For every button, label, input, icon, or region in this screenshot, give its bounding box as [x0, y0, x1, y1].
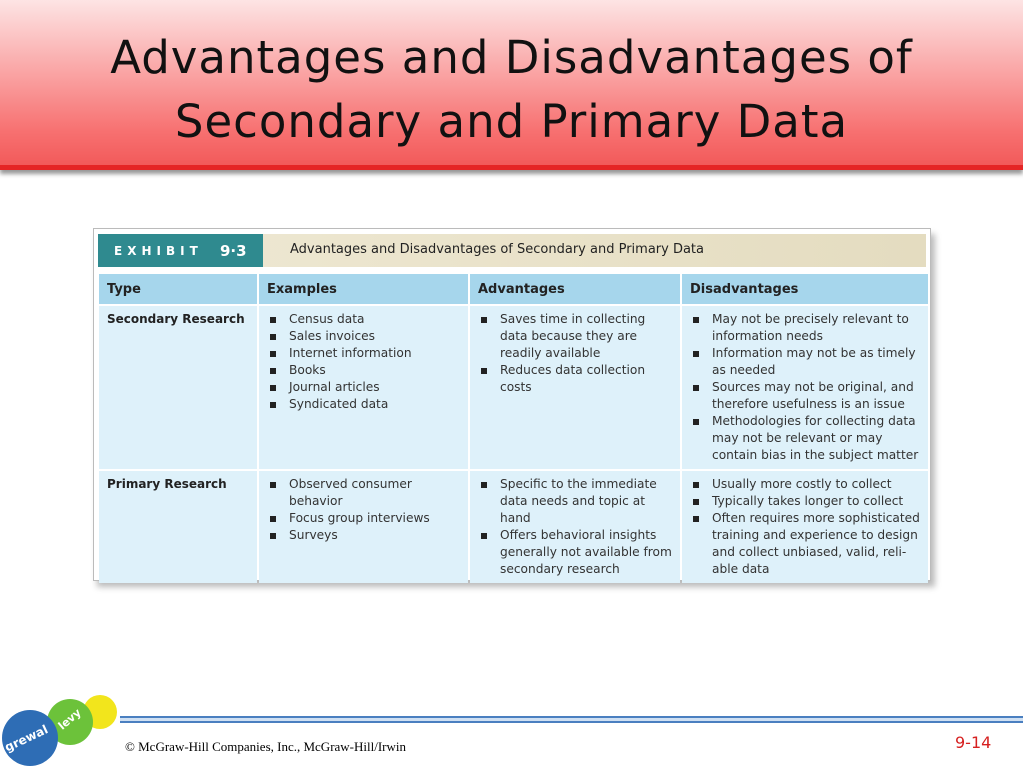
bullet-list: Specific to the immediate data needs and… — [478, 476, 672, 578]
table: Type Examples Advantages Disadvantages Seco… — [97, 272, 930, 585]
advantages-cell: Saves time in collecting data because th… — [470, 306, 680, 469]
column-header: Examples — [259, 274, 468, 304]
bullet-item: Books — [267, 362, 460, 379]
page-number: 9-14 — [955, 733, 992, 752]
bullet-list: Saves time in collecting data because th… — [478, 311, 672, 396]
logo: grewal levy — [2, 695, 117, 766]
exhibit-header: EXHIBIT 9·3 Advantages and Disadvantages… — [98, 234, 926, 267]
header: Advantages and Disadvantages of Secondar… — [0, 0, 1023, 170]
bullet-item: Internet information — [267, 345, 460, 362]
footer-rule — [120, 716, 1023, 723]
column-header: Advantages — [470, 274, 680, 304]
bullet-item: Reduces data collection costs — [478, 362, 672, 396]
bullet-list: Observed consumer behavior Focus group in… — [267, 476, 460, 544]
examples-cell: Observed consumer behavior Focus group in… — [259, 471, 468, 583]
bullet-item: Observed consumer behavior — [267, 476, 460, 510]
exhibit-number: 9·3 — [220, 242, 247, 260]
header-row: Type Examples Advantages Disadvantages — [99, 274, 928, 304]
logo-circle — [47, 699, 93, 745]
advantages-cell: Specific to the immediate data needs and… — [470, 471, 680, 583]
bullet-item: Focus group interviews — [267, 510, 460, 527]
bullet-item: Sales invoices — [267, 328, 460, 345]
bullet-item: Syndicated data — [267, 396, 460, 413]
table-row: Primary Research Observed consumer behavi… — [99, 471, 928, 583]
bullet-item: Information may not be as timely as need… — [690, 345, 920, 379]
disadvantages-cell: May not be precisely relevant to informa… — [682, 306, 928, 469]
logo-circle — [2, 710, 58, 766]
bullet-item: Saves time in collecting data because th… — [478, 311, 672, 362]
bullet-item: Sources may not be original, and therefo… — [690, 379, 920, 413]
bullet-item: Typically takes longer to collect — [690, 493, 920, 510]
bullet-item: Specific to the immediate data needs and… — [478, 476, 672, 527]
disadvantages-cell: Usually more costly to collect Typically … — [682, 471, 928, 583]
column-header: Disadvantages — [682, 274, 928, 304]
bullet-item: Often requires more sophisticated traini… — [690, 510, 920, 578]
type-cell: Secondary Research — [99, 306, 257, 469]
type-cell: Primary Research — [99, 471, 257, 583]
exhibit: EXHIBIT 9·3 Advantages and Disadvantages… — [93, 228, 931, 583]
bullet-item: Journal articles — [267, 379, 460, 396]
table-row: Secondary Research Census data Sales invoi… — [99, 306, 928, 469]
copyright: © McGraw-Hill Companies, Inc., McGraw-Hi… — [125, 739, 407, 754]
title-line: Secondary and Primary Data — [174, 95, 849, 148]
title-line: Advantages and Disadvantages of — [110, 31, 913, 84]
bullet-list: Census data Sales invoices Internet inform… — [267, 311, 460, 413]
exhibit-label: EXHIBIT — [114, 244, 203, 258]
bullet-list: May not be precisely relevant to informa… — [690, 311, 920, 464]
table-body: Secondary Research Census data Sales invoi… — [99, 306, 928, 583]
exhibit-title: Advantages and Disadvantages of Secondar… — [290, 242, 704, 257]
examples-cell: Census data Sales invoices Internet inform… — [259, 306, 468, 469]
bullet-item: Surveys — [267, 527, 460, 544]
exhibit-badge: EXHIBIT 9·3 — [98, 234, 263, 267]
bullet-item: May not be precisely relevant to informa… — [690, 311, 920, 345]
bullet-item: Methodologies for collecting data may no… — [690, 413, 920, 464]
bullet-item: Census data — [267, 311, 460, 328]
bullet-list: Usually more costly to collect Typically … — [690, 476, 920, 578]
column-header: Type — [99, 274, 257, 304]
bullet-item: Offers behavioral insights generally not… — [478, 527, 672, 578]
bullet-item: Usually more costly to collect — [690, 476, 920, 493]
